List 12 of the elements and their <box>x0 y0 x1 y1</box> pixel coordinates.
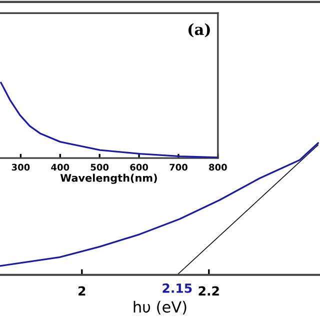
x-tick-label: 2 <box>78 286 86 296</box>
x-axis-title: hυ (eV) <box>134 300 186 314</box>
x-tick-label: 500 <box>90 164 109 171</box>
x-axis-title: Wavelength(nm) <box>60 174 157 184</box>
text: (a) <box>188 23 210 38</box>
x-tick-label: 400 <box>51 164 70 171</box>
x-tick-label: 600 <box>130 164 148 171</box>
annotation: 2.15 <box>162 283 192 293</box>
x-tick-label: 800 <box>209 164 227 171</box>
x-tick-label: 700 <box>170 164 188 171</box>
x-tick-label: 300 <box>12 164 30 171</box>
x-tick-label: 2.2 <box>198 286 219 296</box>
